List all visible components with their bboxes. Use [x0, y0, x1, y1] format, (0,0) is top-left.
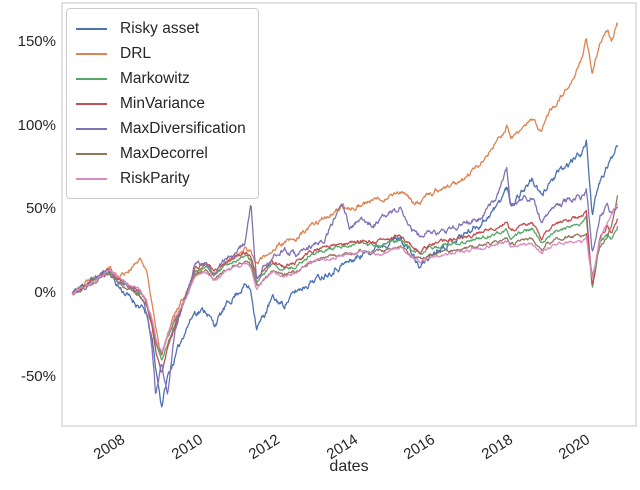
series-lines	[71, 22, 619, 408]
legend-item-riskparity: RiskParity	[76, 166, 246, 191]
series-line-riskparity	[71, 203, 619, 353]
plot-border	[61, 2, 637, 427]
legend-label: RiskParity	[120, 169, 190, 187]
legend-line-swatch	[76, 77, 107, 80]
legend-line-swatch	[76, 102, 107, 105]
legend-line-swatch	[76, 152, 107, 155]
y-tick-label: 150%	[17, 32, 56, 50]
legend-label: Risky asset	[120, 19, 200, 37]
legend-label: DRL	[120, 44, 152, 62]
y-tick-label: 50%	[25, 200, 56, 218]
legend-item-maxdiversification: MaxDiversification	[76, 116, 246, 141]
legend-item-maxdecorrel: MaxDecorrel	[76, 141, 246, 166]
series-line-maxdiversification	[71, 166, 619, 395]
legend-line-swatch	[76, 27, 107, 30]
legend-label: Markowitz	[120, 69, 190, 87]
legend-label: MinVariance	[120, 94, 206, 112]
y-tick-label: 0%	[34, 284, 56, 302]
legend-label: MaxDiversification	[120, 119, 246, 137]
legend-item-minvariance: MinVariance	[76, 91, 246, 116]
legend-item-drl: DRL	[76, 41, 246, 66]
series-line-markowitz	[71, 215, 619, 361]
y-tick-label: -50%	[20, 368, 56, 386]
legend-item-markowitz: Markowitz	[76, 66, 246, 91]
legend: Risky asset DRL Markowitz MinVariance MaxDiv…	[66, 8, 259, 199]
x-axis-title: dates	[329, 458, 369, 475]
legend-item-risky-asset: Risky asset	[76, 16, 246, 41]
legend-label: MaxDecorrel	[120, 144, 208, 162]
legend-line-swatch	[76, 127, 107, 130]
series-line-risky-asset	[71, 139, 619, 408]
legend-line-swatch	[76, 52, 107, 55]
series-line-minvariance	[71, 209, 619, 373]
y-tick-label: 100%	[17, 116, 56, 134]
legend-line-swatch	[76, 177, 107, 180]
